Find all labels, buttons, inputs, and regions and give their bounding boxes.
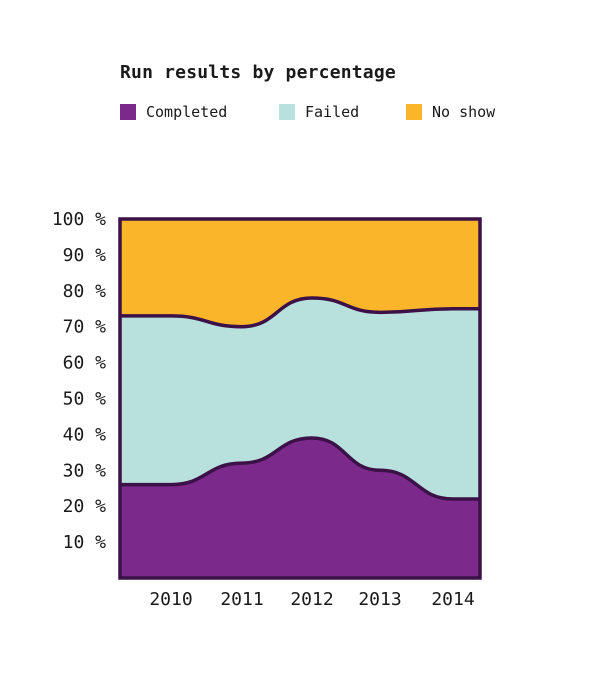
chart-title: Run results by percentage: [120, 62, 396, 83]
y-tick-label: 100 %: [52, 209, 106, 230]
legend-label-completed: Completed: [146, 103, 228, 121]
x-tick-label: 2011: [220, 589, 263, 610]
y-tick-label: 60 %: [63, 353, 107, 374]
x-tick-label: 2014: [431, 589, 474, 610]
plot-frame: [118, 217, 482, 580]
legend-swatch-failed: [279, 104, 295, 120]
x-tick-label: 2013: [358, 589, 401, 610]
legend-label-failed: Failed: [305, 103, 360, 121]
boundary-line-completed: [120, 436, 480, 501]
area-failed: [120, 297, 480, 500]
area-no-show: [120, 219, 480, 327]
legend-label-no-show: No show: [432, 103, 496, 121]
y-tick-label: 40 %: [63, 424, 107, 445]
y-tick-label: 90 %: [63, 245, 107, 266]
legend-item-failed: Failed: [279, 102, 359, 122]
y-tick-label: 50 %: [63, 389, 107, 410]
legend-swatch-completed: [120, 104, 136, 120]
x-tick-label: 2010: [149, 589, 192, 610]
y-tick-label: 80 %: [63, 281, 107, 302]
x-tick-label: 2012: [290, 589, 333, 610]
chart-legend: Completed Failed No show: [120, 102, 540, 122]
legend-swatch-no-show: [406, 104, 422, 120]
y-tick-label: 10 %: [63, 532, 107, 553]
legend-item-no-show: No show: [406, 102, 495, 122]
y-tick-label: 20 %: [63, 496, 107, 517]
legend-item-completed: Completed: [120, 102, 227, 122]
boundary-line-failed: [120, 296, 480, 329]
y-tick-label: 70 %: [63, 317, 107, 338]
y-tick-label: 30 %: [63, 460, 107, 481]
